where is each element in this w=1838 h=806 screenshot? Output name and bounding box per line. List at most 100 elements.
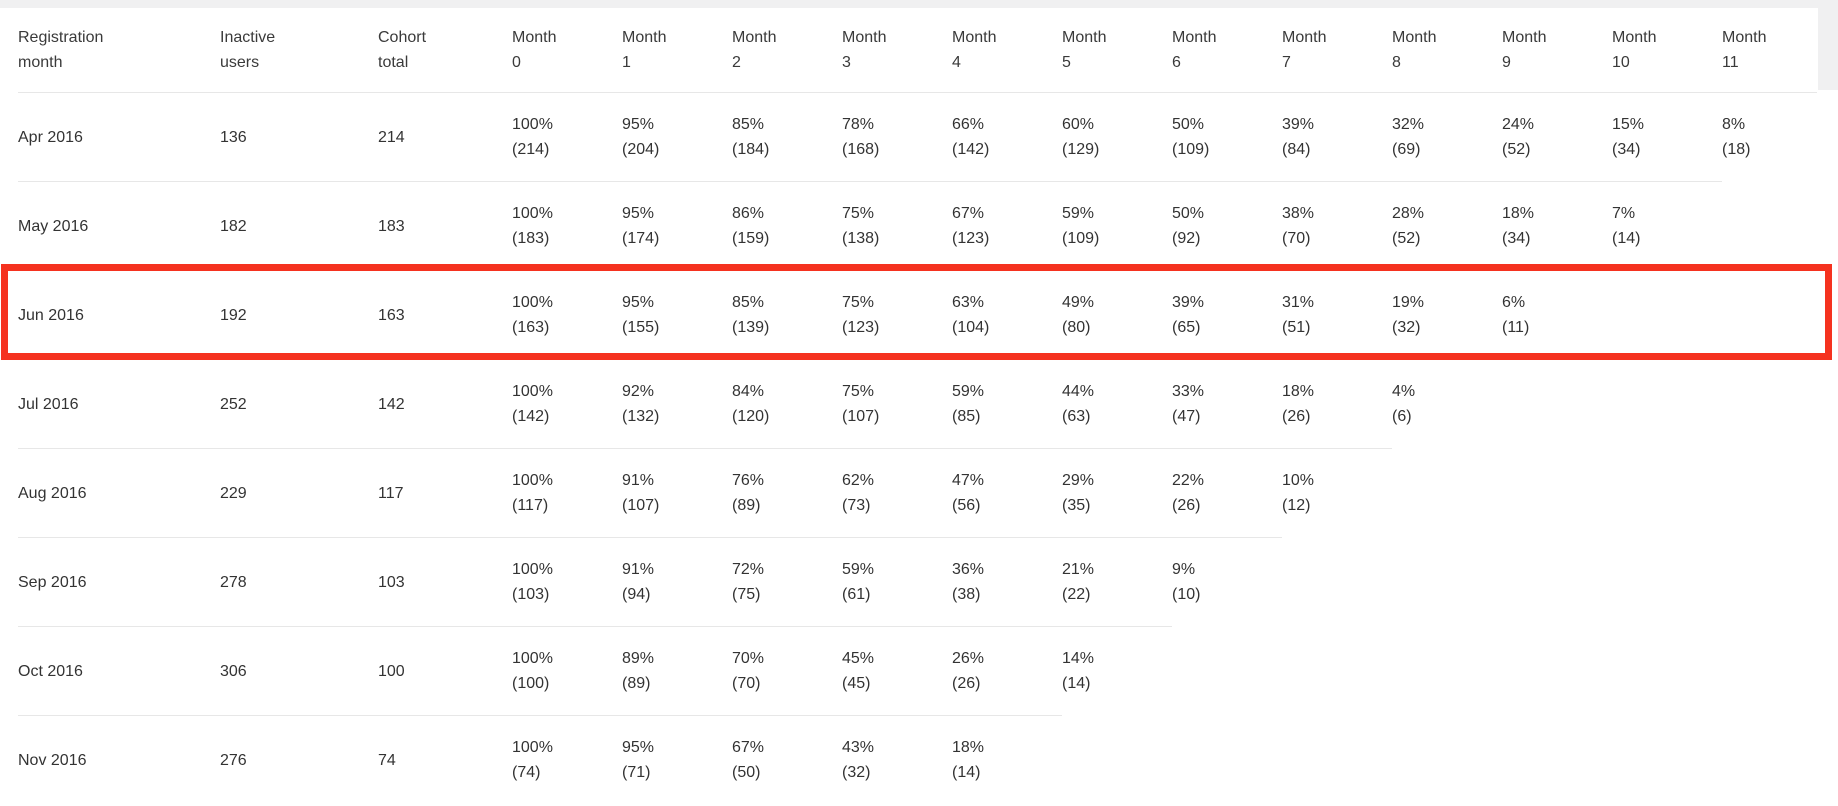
retention-count: (12) — [1282, 497, 1311, 514]
retention-cell-month-2: 67% (50) — [732, 715, 842, 804]
retention-count: (174) — [622, 230, 660, 247]
cohort-total: 142 — [378, 359, 512, 448]
retention-percent: 31% — [1282, 294, 1315, 311]
cohort-total-label: 103 — [378, 573, 405, 591]
retention-count: (26) — [1172, 497, 1201, 514]
cohort-total-label: 142 — [378, 395, 405, 413]
retention-cell-month-5: 60% (129) — [1062, 92, 1172, 181]
retention-count: (117) — [512, 497, 549, 514]
header-line1: Month — [952, 29, 997, 46]
retention-cell-month-6: 9% (10) — [1172, 537, 1282, 626]
registration-month: Nov 2016 — [18, 715, 220, 804]
retention-count: (34) — [1612, 141, 1641, 158]
retention-percent: 75% — [842, 383, 875, 400]
retention-cell-month-1: 91% (94) — [622, 537, 732, 626]
retention-count: (129) — [1062, 141, 1100, 158]
retention-count: (22) — [1062, 586, 1091, 603]
retention-percent: 60% — [1062, 116, 1095, 133]
header-line2: 8 — [1392, 54, 1401, 71]
inactive-users-label: 229 — [220, 484, 247, 502]
retention-count: (85) — [952, 408, 981, 425]
retention-cell-month-10 — [1612, 537, 1722, 626]
retention-cell-month-4: 47% (56) — [952, 448, 1062, 537]
retention-cell-month-9 — [1502, 626, 1612, 715]
retention-percent: 91% — [622, 561, 655, 578]
retention-cell-month-5: 44% (63) — [1062, 359, 1172, 448]
retention-count: (204) — [622, 141, 660, 158]
retention-cell-month-2: 85% (184) — [732, 92, 842, 181]
retention-cell-month-9: 24% (52) — [1502, 92, 1612, 181]
retention-percent: 95% — [622, 116, 655, 133]
retention-cell-month-2: 72% (75) — [732, 537, 842, 626]
retention-count: (26) — [1282, 408, 1311, 425]
table-row-aug-2016: Aug 2016 229 117 100% (117) 91% (107) 76% (89) 62… — [0, 448, 1838, 537]
registration-month: Apr 2016 — [18, 92, 220, 181]
retention-count: (51) — [1282, 319, 1311, 336]
retention-count: (70) — [1282, 230, 1311, 247]
retention-cell-month-1: 95% (204) — [622, 92, 732, 181]
retention-cell-month-2: 86% (159) — [732, 181, 842, 270]
retention-percent: 95% — [622, 739, 655, 756]
retention-count: (123) — [842, 319, 880, 336]
inactive-users: 192 — [220, 270, 378, 359]
retention-percent: 75% — [842, 294, 875, 311]
registration-month: Aug 2016 — [18, 448, 220, 537]
inactive-users-label: 192 — [220, 306, 247, 324]
retention-percent: 15% — [1612, 116, 1645, 133]
cohort-total: 214 — [378, 92, 512, 181]
retention-percent: 18% — [1282, 383, 1315, 400]
retention-cell-month-8 — [1392, 626, 1502, 715]
retention-count: (132) — [622, 408, 660, 425]
registration-month-label: Jun 2016 — [18, 306, 84, 324]
retention-count: (73) — [842, 497, 871, 514]
retention-cell-month-6: 39% (65) — [1172, 270, 1282, 359]
retention-cell-month-10: 7% (14) — [1612, 181, 1722, 270]
retention-count: (34) — [1502, 230, 1531, 247]
cohort-retention-table: Registration month Inactive users Cohort tota… — [0, 8, 1838, 804]
inactive-users-label: 278 — [220, 573, 247, 591]
retention-cell-month-8: 4% (6) — [1392, 359, 1502, 448]
retention-cell-month-11 — [1722, 626, 1817, 715]
column-header-registration-month: Registration month — [18, 8, 220, 92]
retention-count: (32) — [842, 764, 871, 781]
column-header-month-8: Month 8 — [1392, 8, 1502, 92]
retention-percent: 49% — [1062, 294, 1095, 311]
retention-percent: 19% — [1392, 294, 1425, 311]
retention-count: (168) — [842, 141, 880, 158]
cohort-total-label: 74 — [378, 751, 396, 769]
retention-cell-month-2: 70% (70) — [732, 626, 842, 715]
inactive-users-label: 306 — [220, 662, 247, 680]
cohort-total-label: 117 — [378, 484, 404, 502]
retention-percent: 100% — [512, 739, 553, 756]
header-line1: Month — [1282, 29, 1327, 46]
retention-count: (159) — [732, 230, 770, 247]
retention-percent: 39% — [1172, 294, 1205, 311]
retention-cell-month-1: 95% (174) — [622, 181, 732, 270]
header-line1: Month — [732, 29, 777, 46]
retention-cell-month-11 — [1722, 359, 1817, 448]
inactive-users: 136 — [220, 92, 378, 181]
cohort-total: 74 — [378, 715, 512, 804]
retention-percent: 86% — [732, 205, 765, 222]
retention-cell-month-6: 50% (92) — [1172, 181, 1282, 270]
retention-cell-month-9 — [1502, 537, 1612, 626]
retention-count: (38) — [952, 586, 981, 603]
retention-count: (107) — [622, 497, 660, 514]
inactive-users: 229 — [220, 448, 378, 537]
retention-cell-month-10 — [1612, 448, 1722, 537]
retention-percent: 85% — [732, 294, 765, 311]
header-line1: Inactive — [220, 29, 276, 46]
retention-cell-month-11 — [1722, 181, 1817, 270]
retention-percent: 22% — [1172, 472, 1205, 489]
retention-count: (138) — [842, 230, 880, 247]
retention-count: (89) — [732, 497, 761, 514]
cohort-total: 100 — [378, 626, 512, 715]
column-header-month-10: Month 10 — [1612, 8, 1722, 92]
retention-cell-month-7: 39% (84) — [1282, 92, 1392, 181]
registration-month: Sep 2016 — [18, 537, 220, 626]
retention-percent: 100% — [512, 561, 553, 578]
retention-cell-month-5: 29% (35) — [1062, 448, 1172, 537]
retention-percent: 89% — [622, 650, 655, 667]
retention-percent: 62% — [842, 472, 875, 489]
retention-cell-month-6: 50% (109) — [1172, 92, 1282, 181]
